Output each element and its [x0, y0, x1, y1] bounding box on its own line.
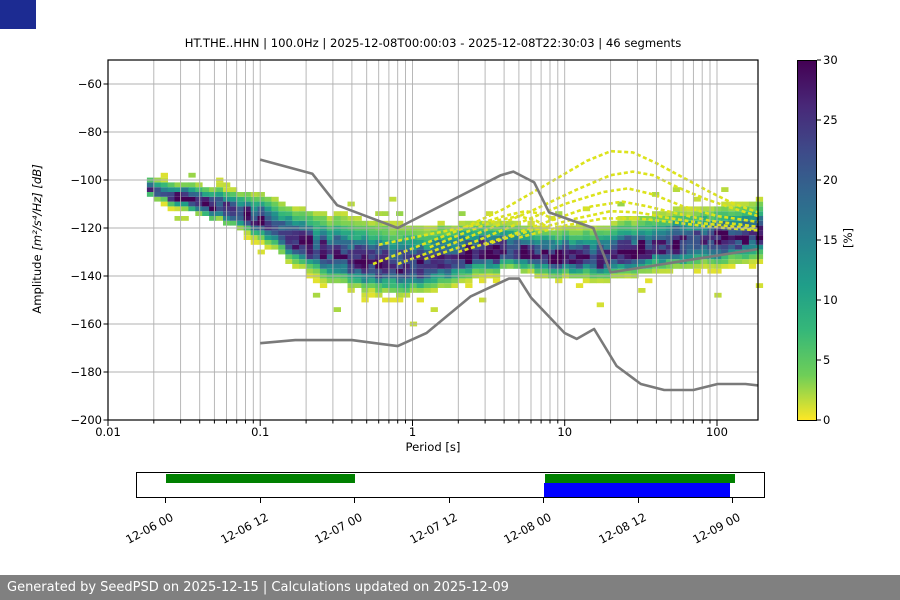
y-tick-label: −120: [70, 220, 102, 235]
colorbar-gradient: [797, 60, 817, 421]
timeline-tick: [543, 498, 544, 503]
corner-badge: [0, 0, 36, 29]
timeline-data-available-segment: [545, 474, 735, 483]
footer-text: Generated by SeedPSD on 2025-12-15 | Cal…: [7, 580, 509, 595]
nlnm-line: [260, 277, 759, 392]
timeline-tick-label: 12-08 12: [596, 510, 649, 547]
x-tick-label: 0.1: [251, 425, 270, 439]
timeline-tick: [638, 498, 639, 503]
plot-title: HT.THE..HHN | 100.0Hz | 2025-12-08T00:00…: [184, 36, 682, 50]
y-tick-label: −80: [77, 124, 102, 139]
colorbar-tick-label: 0: [823, 412, 831, 427]
y-tick-label: −160: [70, 316, 102, 331]
x-tick-label: 0.01: [95, 425, 121, 439]
timeline-tick-label: 12-07 00: [312, 510, 365, 547]
colorbar-tick-label: 10: [823, 292, 838, 307]
y-tick-label: −180: [70, 364, 102, 379]
colorbar-tick-label: 25: [823, 112, 838, 127]
x-axis-label: Period [s]: [405, 440, 461, 454]
plot-frame: [107, 59, 759, 421]
timeline-tick-label: 12-06 12: [218, 510, 271, 547]
axis-ticks: [103, 59, 821, 426]
noise-model-lines: [259, 158, 759, 392]
colorbar-tick-label: 20: [823, 172, 838, 187]
timeline-tick-label: 12-08 00: [501, 510, 554, 547]
timeline-data-available-segment: [166, 474, 355, 483]
y-tick-label: −100: [70, 172, 102, 187]
y-tick-label: −60: [77, 76, 102, 91]
timeline-tick: [449, 498, 450, 503]
y-tick-label: −140: [70, 268, 102, 283]
timeline-tick: [260, 498, 261, 503]
footer-bar: Generated by SeedPSD on 2025-12-15 | Cal…: [0, 575, 900, 600]
colorbar-tick-label: 5: [823, 352, 831, 367]
y-axis-label-units: [m²/s⁴/Hz] [dB]: [30, 164, 44, 251]
colorbar-tick-label: 30: [823, 52, 838, 67]
grid-lines: [108, 60, 758, 420]
y-axis-label: Amplitude [m²/s⁴/Hz] [dB]: [30, 89, 44, 389]
timeline-tick: [732, 498, 733, 503]
timeline-coverage-bar: [136, 472, 765, 498]
timeline-tick-label: 12-07 12: [407, 510, 460, 547]
timeline-tick: [354, 498, 355, 503]
timeline-psd-computed-segment: [544, 483, 730, 497]
timeline-tick: [165, 498, 166, 503]
x-tick-label: 10: [557, 425, 573, 439]
x-tick-label: 1: [408, 425, 417, 439]
timeline-tick-label: 12-09 00: [690, 510, 743, 547]
colorbar-tick-label: 15: [823, 232, 838, 247]
x-tick-label: 100: [705, 425, 728, 439]
timeline-tick-label: 12-06 00: [123, 510, 176, 547]
psd-curves: [372, 149, 759, 266]
nhnm-line: [259, 158, 759, 274]
psd-mesh: [146, 172, 764, 327]
y-tick-label: −200: [70, 412, 102, 427]
y-axis-label-prefix: Amplitude: [30, 250, 44, 314]
